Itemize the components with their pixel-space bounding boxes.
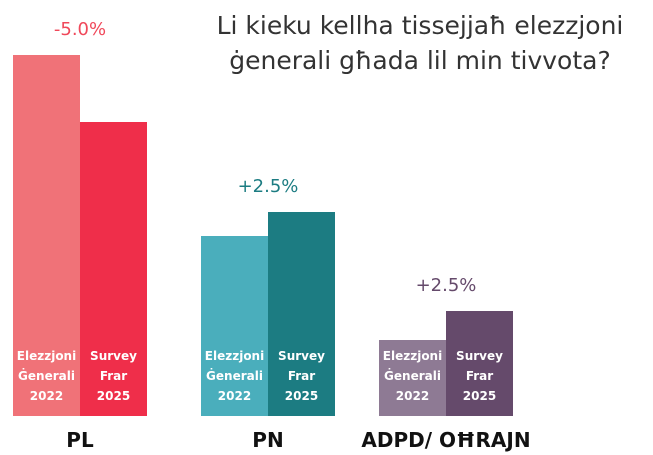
chart-title: Li kieku kellha tissejjaħ elezzjoni ġene… [216,11,624,75]
change-label: +2.5% [415,274,477,296]
category-label: ADPD/ OĦRAJN [361,428,531,452]
bar: Elezzjoni Ġenerali 2022 [13,55,80,416]
bar: Survey Frar 2025 [446,310,513,416]
bar: Survey Frar 2025 [268,211,335,416]
category-label: PN [252,428,284,452]
bar: Survey Frar 2025 [80,121,147,416]
bar: Elezzjoni Ġenerali 2022 [201,236,268,416]
category-label: PL [66,428,94,452]
change-label: +2.5% [237,175,299,197]
change-label: -5.0% [53,19,107,40]
bar: Elezzjoni Ġenerali 2022 [379,339,446,416]
